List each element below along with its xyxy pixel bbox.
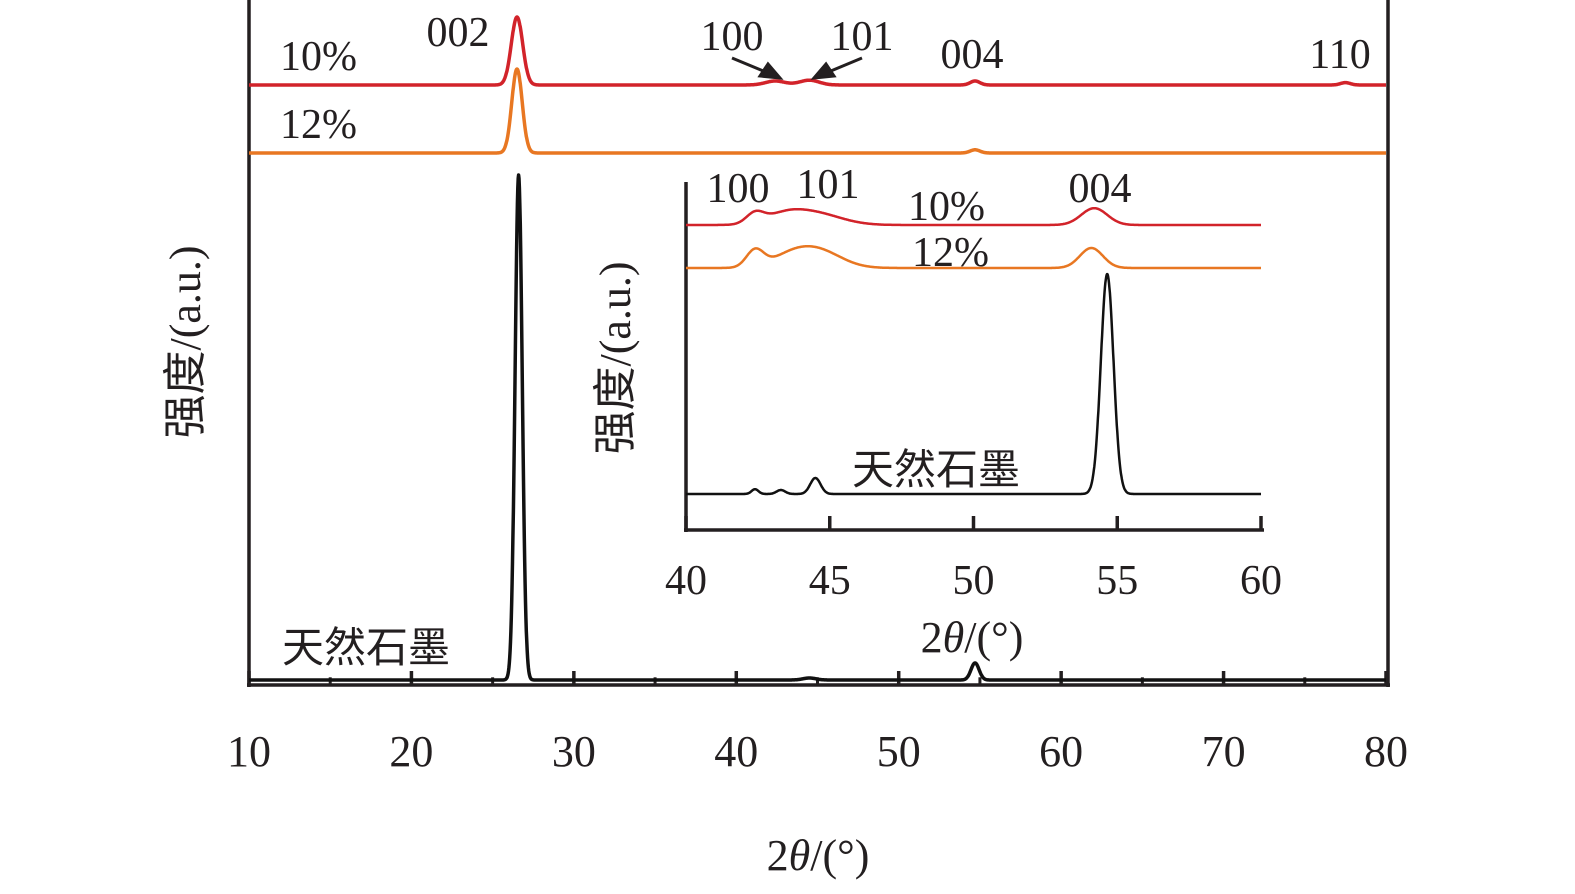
inset-series-label-12pct: 12% (912, 230, 989, 276)
main-tick-label: 60 (1039, 727, 1083, 776)
inset-series-label-10pct: 10% (908, 184, 985, 230)
inset-series-label-natural-graphite: 天然石墨 (852, 447, 1020, 494)
inset-series-line (685, 244, 1262, 270)
arrow-101-head (810, 61, 837, 80)
main-tick-label: 40 (714, 727, 758, 776)
main-series-line (247, 173, 1388, 682)
main-series-line (247, 67, 1388, 155)
series-label-natural-graphite: 天然石墨 (282, 625, 450, 672)
main-tick-label: 10 (227, 727, 271, 776)
inset-peak-label-101: 101 (797, 162, 860, 208)
main-series-line (247, 15, 1388, 87)
main-tick-label: 70 (1202, 727, 1246, 776)
main-series (247, 15, 1388, 682)
main-x-ticks: 10 20 30 40 50 60 70 80 (227, 671, 1408, 776)
peak-label-002: 002 (427, 10, 490, 56)
inset-tick-label: 55 (1096, 558, 1138, 604)
inset-peak-label-004: 004 (1069, 166, 1132, 212)
inset-x-axis-title: 2θ/(°) (921, 613, 1024, 662)
peak-label-110: 110 (1309, 32, 1370, 78)
peak-label-004: 004 (941, 32, 1004, 78)
main-x-axis-title: 2θ/(°) (767, 831, 870, 880)
inset-x-ticks: 40 45 50 55 60 (665, 516, 1282, 604)
inset-tick-label: 45 (809, 558, 851, 604)
series-label-12pct: 12% (280, 102, 357, 148)
inset-peak-label-100: 100 (707, 166, 770, 212)
main-tick-label: 80 (1364, 727, 1408, 776)
main-tick-label: 50 (877, 727, 921, 776)
peak-arrows (731, 56, 863, 80)
peak-label-100: 100 (701, 14, 764, 60)
series-label-10pct: 10% (280, 34, 357, 80)
inset-series-line (685, 272, 1262, 496)
main-tick-label: 20 (389, 727, 433, 776)
main-y-axis-title: 强度/(a.u.) (161, 245, 210, 438)
inset-tick-label: 40 (665, 558, 707, 604)
main-tick-label: 30 (552, 727, 596, 776)
arrow-100-head (757, 61, 784, 80)
inset-series-line (685, 206, 1262, 227)
inset-series (685, 206, 1262, 496)
inset-y-axis-title: 强度/(a.u.) (591, 261, 640, 454)
inset-tick-label: 50 (953, 558, 995, 604)
inset-tick-label: 60 (1240, 558, 1282, 604)
peak-label-101: 101 (831, 14, 894, 60)
